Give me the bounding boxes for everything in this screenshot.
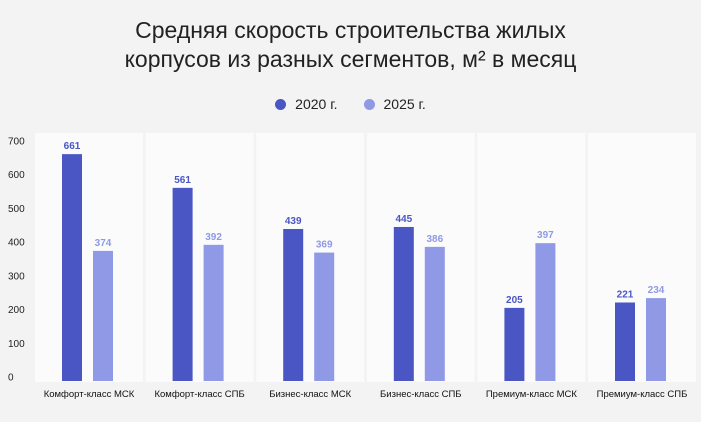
legend: 2020 г. 2025 г. [0, 96, 701, 112]
y-tick-label: 400 [8, 238, 25, 249]
bar-2020 [504, 307, 525, 381]
legend-item-2020: 2020 г. [275, 96, 338, 112]
bar-2020 [615, 302, 635, 381]
y-tick-label: 500 [8, 204, 25, 215]
bar-2025 [314, 252, 335, 381]
legend-label-2020: 2020 г. [295, 96, 338, 112]
data-label: 369 [316, 240, 333, 251]
data-label: 374 [95, 238, 112, 249]
bar-2020 [283, 228, 304, 381]
bar-2025 [646, 298, 666, 381]
y-tick-label: 300 [8, 271, 25, 282]
category-panel [145, 133, 254, 382]
y-tick-label: 0 [8, 373, 14, 384]
legend-item-2025: 2025 г. [363, 96, 426, 112]
y-tick-label: 100 [8, 339, 25, 350]
data-label: 386 [426, 234, 443, 245]
y-tick-label: 200 [8, 305, 25, 316]
category-panel [588, 133, 696, 382]
data-label: 221 [617, 289, 634, 300]
bar-2025 [93, 250, 113, 381]
category-panel [477, 133, 586, 382]
data-label: 234 [648, 285, 665, 296]
chart-title-line-2: корпусов из разных сегментов, м² в месяц [124, 46, 577, 72]
y-tick-label: 600 [8, 170, 25, 181]
bar-2020 [172, 187, 193, 381]
bar-2020 [62, 154, 82, 381]
x-category-label: Бизнес-класс СПБ [380, 389, 462, 400]
chart-title-line-1: Средняя скорость строительства жилых [135, 17, 566, 43]
x-category-label: Премиум-класс СПБ [597, 389, 688, 400]
x-category-label: Комфорт-класс МСК [44, 389, 135, 400]
y-tick-label: 700 [8, 137, 25, 148]
bar-2020 [393, 226, 414, 381]
x-category-label: Комфорт-класс СПБ [154, 389, 244, 400]
category-panel [256, 133, 365, 382]
data-label: 561 [174, 175, 191, 186]
bar-2025 [424, 246, 445, 381]
category-panel [35, 133, 143, 382]
chart-title: Средняя скорость строительства жилых кор… [0, 16, 701, 74]
data-label: 392 [205, 232, 222, 243]
category-panel [366, 133, 475, 382]
legend-label-2025: 2025 г. [383, 96, 426, 112]
data-label: 205 [506, 295, 523, 306]
data-label: 439 [285, 216, 302, 227]
x-category-label: Премиум-класс МСК [486, 389, 578, 400]
bar-2025 [203, 244, 224, 381]
x-category-label: Бизнес-класс МСК [269, 389, 351, 400]
data-label: 661 [64, 141, 81, 152]
legend-swatch-2020 [275, 98, 287, 110]
legend-swatch-2025 [363, 98, 375, 110]
data-label: 397 [537, 230, 554, 241]
data-label: 445 [395, 214, 412, 225]
bar-2025 [535, 243, 556, 381]
